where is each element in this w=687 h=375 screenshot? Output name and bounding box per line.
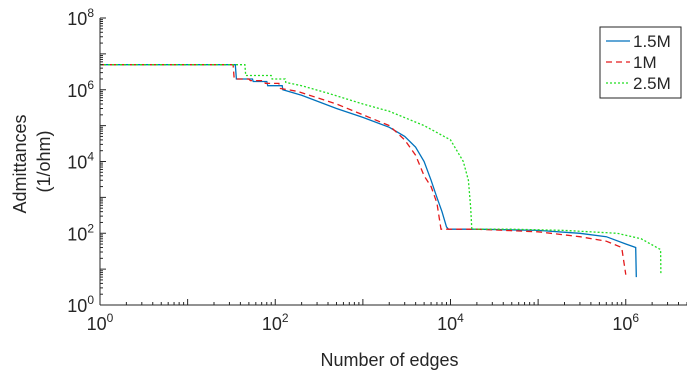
plot-area — [99, 18, 687, 306]
y-tick-label: 108 — [67, 6, 94, 29]
y-tick-label: 106 — [67, 78, 94, 101]
y-tick-label: 102 — [67, 221, 94, 244]
series-line-3 — [100, 64, 662, 275]
legend-label-2: 1M — [633, 53, 657, 72]
series-line-1 — [100, 64, 637, 278]
x-tick-label: 106 — [612, 311, 639, 334]
y-tick-label: 100 — [67, 293, 94, 316]
y-axis-title-line-1: Admittances — [10, 114, 30, 213]
legend-box — [599, 26, 682, 99]
series-layer — [100, 64, 662, 278]
legend: 1.5M 1M 2.5M — [599, 26, 682, 99]
series-line-2 — [100, 64, 627, 275]
x-tick-label: 100 — [87, 311, 114, 334]
tick-label-layer: 100 102 104 106 100 102 104 106 108 — [67, 6, 639, 334]
x-tick-label: 102 — [262, 311, 289, 334]
legend-label-3: 2.5M — [633, 74, 671, 93]
y-tick-label: 104 — [67, 150, 94, 173]
legend-label-1: 1.5M — [633, 32, 671, 51]
x-tick-label: 104 — [437, 311, 464, 334]
tick-layer — [99, 17, 687, 306]
x-axis-title: Number of edges — [320, 350, 458, 370]
y-axis-title: Admittances (1/ohm) — [10, 109, 54, 213]
y-axis-title-line-2: (1/ohm) — [34, 130, 54, 192]
